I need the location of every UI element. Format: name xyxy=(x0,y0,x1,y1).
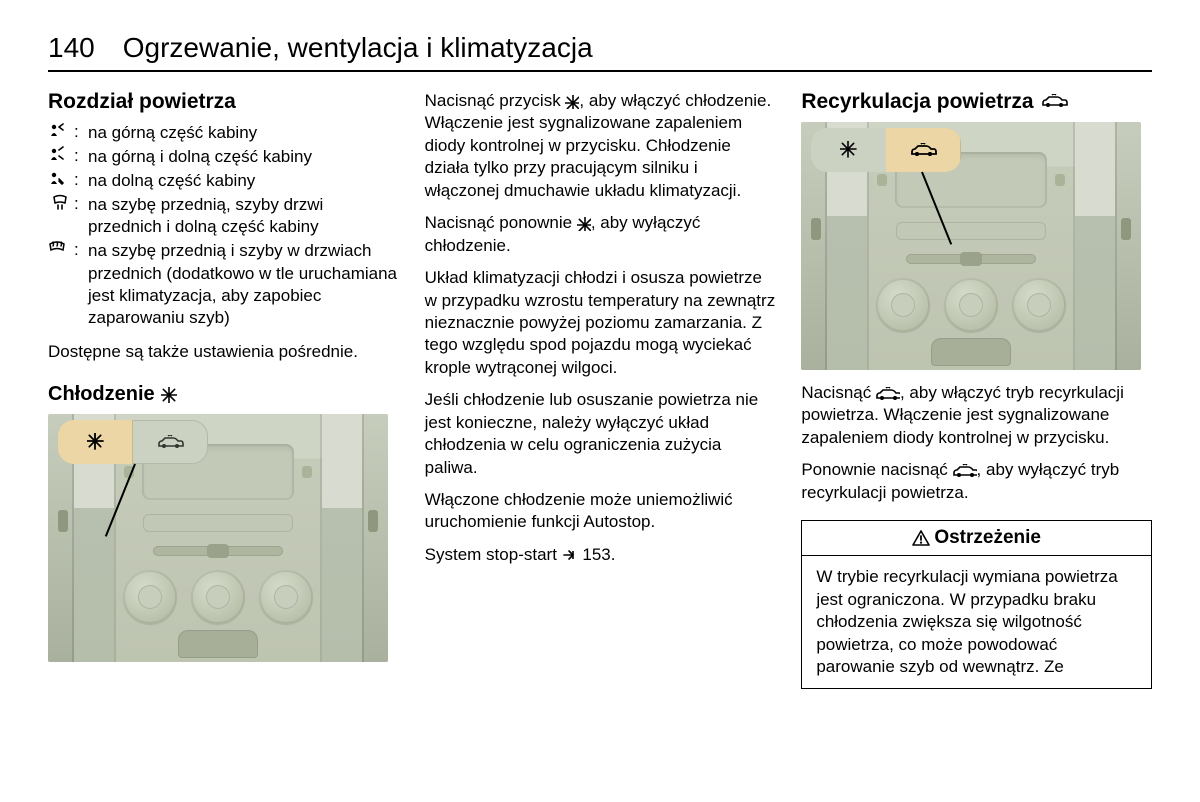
dial xyxy=(944,278,998,332)
ac-button xyxy=(811,128,886,172)
heading-air-distribution: Rozdział powietrza xyxy=(48,90,399,114)
dial xyxy=(259,570,313,624)
dist-item: : na szybę przednią, szyby drzwi przedni… xyxy=(48,194,399,238)
chapter-title: Ogrzewanie, wentylacja i klimatyzacja xyxy=(123,32,593,64)
column-1: Rozdział powietrza : na górną część kabi… xyxy=(48,90,399,689)
button-callout xyxy=(811,128,961,172)
snowflake-icon xyxy=(577,217,591,231)
warning-box: Ostrzeżenie W trybie recyrkulacji wymian… xyxy=(801,520,1152,689)
page-number: 140 xyxy=(48,32,95,64)
recirc-button xyxy=(133,420,208,464)
cooling-p6: System stop-start 153. xyxy=(425,544,776,566)
warning-body: W trybie recyrkulacji wymiana powietrza … xyxy=(802,556,1151,688)
recirculation-figure xyxy=(801,122,1141,370)
door-right xyxy=(362,414,388,662)
reference-icon xyxy=(562,549,578,561)
dist-item: : na dolną część kabiny xyxy=(48,170,399,192)
warning-icon xyxy=(912,530,930,546)
cooling-p2: Nacisnąć ponownie , aby wyłączyć chłodze… xyxy=(425,212,776,257)
recirculation-icon xyxy=(1042,94,1070,110)
door-right xyxy=(1115,122,1141,370)
dials xyxy=(123,570,313,624)
column-2: Nacisnąć przycisk , aby włączyć chłodzen… xyxy=(425,90,776,689)
slider xyxy=(153,546,283,556)
cooling-figure xyxy=(48,414,388,662)
snowflake-icon xyxy=(161,387,177,403)
recirculation-icon xyxy=(953,464,977,477)
grille xyxy=(931,338,1011,366)
heading-recirculation: Recyrkulacja powietrza xyxy=(801,90,1152,114)
air-upper-icon xyxy=(48,122,74,138)
cooling-p5: Włączone chłodzenie może uniemożliwić ur… xyxy=(425,489,776,534)
cooling-p3: Układ klimatyzacji chłodzi i osusza powi… xyxy=(425,267,776,379)
cooling-p4: Jeśli chłodzenie lub osuszanie powietrza… xyxy=(425,389,776,479)
grille xyxy=(178,630,258,658)
air-lower-icon xyxy=(48,170,74,186)
air-upper-lower-icon xyxy=(48,146,74,162)
dial xyxy=(191,570,245,624)
snowflake-icon xyxy=(565,95,579,109)
dist-text: na szybę przednią, szyby drzwi przednich… xyxy=(88,194,399,238)
dist-item: : na górną i dolną część kabiny xyxy=(48,146,399,168)
warning-header: Ostrzeżenie xyxy=(802,521,1151,556)
air-windscreen-lower-icon xyxy=(48,194,74,215)
page-header: 140 Ogrzewanie, wentylacja i klimatyzacj… xyxy=(48,32,1152,72)
dial xyxy=(123,570,177,624)
recirc-button-highlighted xyxy=(886,128,961,172)
recirc-p1: Nacisnąć , aby włączyć tryb recyrkulacji… xyxy=(801,382,1152,449)
dist-text: na górną i dolną część kabiny xyxy=(88,146,399,168)
mid-plate xyxy=(896,222,1046,240)
air-distribution-list: : na górną część kabiny : na górną i dol… xyxy=(48,122,399,331)
dist-item: : na szybę przednią i szyby w drzwiach p… xyxy=(48,240,399,328)
recirculation-icon xyxy=(876,387,900,400)
content-columns: Rozdział powietrza : na górną część kabi… xyxy=(48,90,1152,689)
dist-item: : na górną część kabiny xyxy=(48,122,399,144)
dials xyxy=(876,278,1066,332)
intermediate-settings-text: Dostępne są także ustawienia pośrednie. xyxy=(48,341,399,363)
column-3: Recyrkulacja powietrza xyxy=(801,90,1152,689)
heading-cooling: Chłodzenie xyxy=(48,383,399,406)
air-defrost-icon xyxy=(48,240,74,254)
dial xyxy=(876,278,930,332)
dist-text: na górną część kabiny xyxy=(88,122,399,144)
dist-text: na szybę przednią i szyby w drzwiach prz… xyxy=(88,240,399,328)
ac-button-highlighted xyxy=(58,420,133,464)
cooling-p1: Nacisnąć przycisk , aby włączyć chłodzen… xyxy=(425,90,776,202)
slider xyxy=(906,254,1036,264)
recirc-p2: Ponownie nacisnąć , aby wyłączyć tryb re… xyxy=(801,459,1152,504)
mid-plate xyxy=(143,514,293,532)
dist-text: na dolną część kabiny xyxy=(88,170,399,192)
button-callout xyxy=(58,420,208,464)
dial xyxy=(1012,278,1066,332)
